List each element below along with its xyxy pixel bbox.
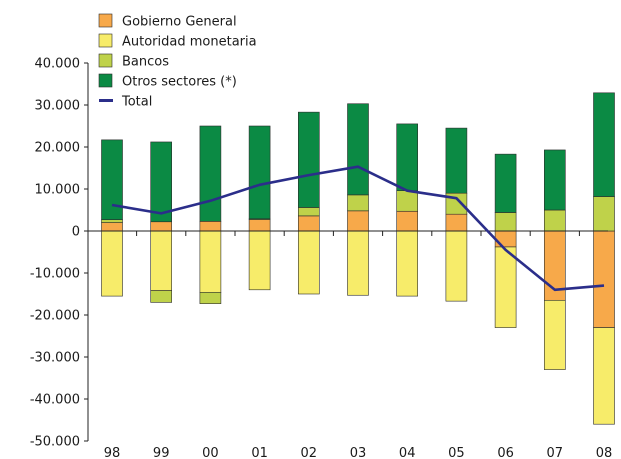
y-tick-label: -30.000 — [30, 351, 80, 366]
x-tick-label: 06 — [497, 446, 514, 459]
bar-4-05 — [445, 127, 468, 194]
bar-3-07 — [543, 209, 566, 232]
bar-3-99 — [150, 290, 172, 303]
x-tick-label: 99 — [153, 446, 170, 459]
legend-swatch-2 — [98, 33, 113, 48]
legend-label-3: Bancos — [122, 55, 169, 70]
legend-label-total: Total — [121, 95, 152, 110]
x-tick-label: 01 — [251, 446, 268, 459]
y-tick-label: 10.000 — [35, 183, 81, 198]
x-tick-label: 07 — [547, 446, 564, 459]
bar-4-07 — [543, 149, 566, 211]
bar-3-03 — [347, 194, 369, 212]
bar-3-08 — [593, 196, 615, 232]
bar-1-00 — [199, 221, 222, 232]
legend-swatch-4 — [98, 73, 113, 88]
legend: Gobierno General Autoridad monetaria Banco… — [98, 13, 257, 110]
bar-1-01 — [248, 219, 271, 232]
bar-2-08 — [593, 327, 615, 425]
bar-4-98 — [101, 139, 123, 220]
legend-label-2: Autoridad monetaria — [122, 35, 257, 50]
bar-4-02 — [297, 111, 320, 208]
bar-4-08 — [593, 92, 615, 197]
bar-2-00 — [199, 230, 222, 293]
bars-layer — [101, 92, 615, 425]
bar-1-08 — [593, 230, 615, 328]
legend-label-1: Gobierno General — [122, 15, 237, 30]
bar-1-04 — [396, 210, 419, 232]
bar-1-03 — [347, 210, 369, 232]
x-tick-label: 02 — [301, 446, 318, 459]
bar-2-98 — [101, 230, 123, 297]
bar-2-03 — [347, 230, 369, 296]
bar-3-98 — [101, 219, 123, 223]
bar-1-02 — [297, 215, 320, 232]
y-tick-label: -20.000 — [30, 309, 80, 324]
x-tick-label: 05 — [448, 446, 465, 459]
y-tick-label: 40.000 — [35, 57, 81, 72]
total-line-layer — [111, 165, 605, 292]
legend-swatch-3 — [98, 53, 113, 68]
bar-1-05 — [445, 213, 468, 232]
bar-2-04 — [396, 230, 419, 297]
bar-1-06 — [494, 230, 517, 248]
y-tick-label: 20.000 — [35, 141, 81, 156]
bar-4-03 — [347, 103, 369, 196]
axes-layer: 40.000 30.000 20.000 10.000 0 -10.000 -20.000 -… — [30, 57, 612, 459]
x-tick-label: 08 — [596, 446, 613, 459]
bar-3-02 — [297, 207, 320, 217]
legend-swatch-1 — [98, 13, 113, 28]
y-tick-label: -40.000 — [30, 393, 80, 408]
x-tick-label: 98 — [104, 446, 121, 459]
y-tick-label: -50.000 — [30, 435, 80, 450]
bar-2-01 — [248, 230, 271, 291]
bar-4-99 — [150, 141, 172, 223]
bar-3-04 — [396, 190, 419, 212]
bar-1-99 — [150, 221, 172, 232]
bar-2-07 — [543, 299, 566, 370]
bar-2-06 — [494, 246, 517, 328]
y-tick-label: 0 — [72, 225, 80, 240]
bar-2-99 — [150, 230, 172, 291]
y-tick-label: 30.000 — [35, 99, 81, 114]
bar-2-05 — [445, 230, 468, 302]
y-tick-label: -10.000 — [30, 267, 80, 282]
bar-4-00 — [199, 125, 222, 222]
bar-2-02 — [297, 230, 320, 295]
x-tick-label: 03 — [350, 446, 367, 459]
legend-label-4: Otros sectores (*) — [122, 75, 237, 90]
bar-4-06 — [494, 153, 517, 213]
x-tick-label: 04 — [399, 446, 416, 459]
bar-1-98 — [101, 222, 123, 232]
bar-4-01 — [248, 125, 271, 220]
bar-4-04 — [396, 123, 419, 191]
bar-3-06 — [494, 212, 517, 232]
x-tick-label: 00 — [202, 446, 219, 459]
bar-3-00 — [199, 292, 222, 304]
